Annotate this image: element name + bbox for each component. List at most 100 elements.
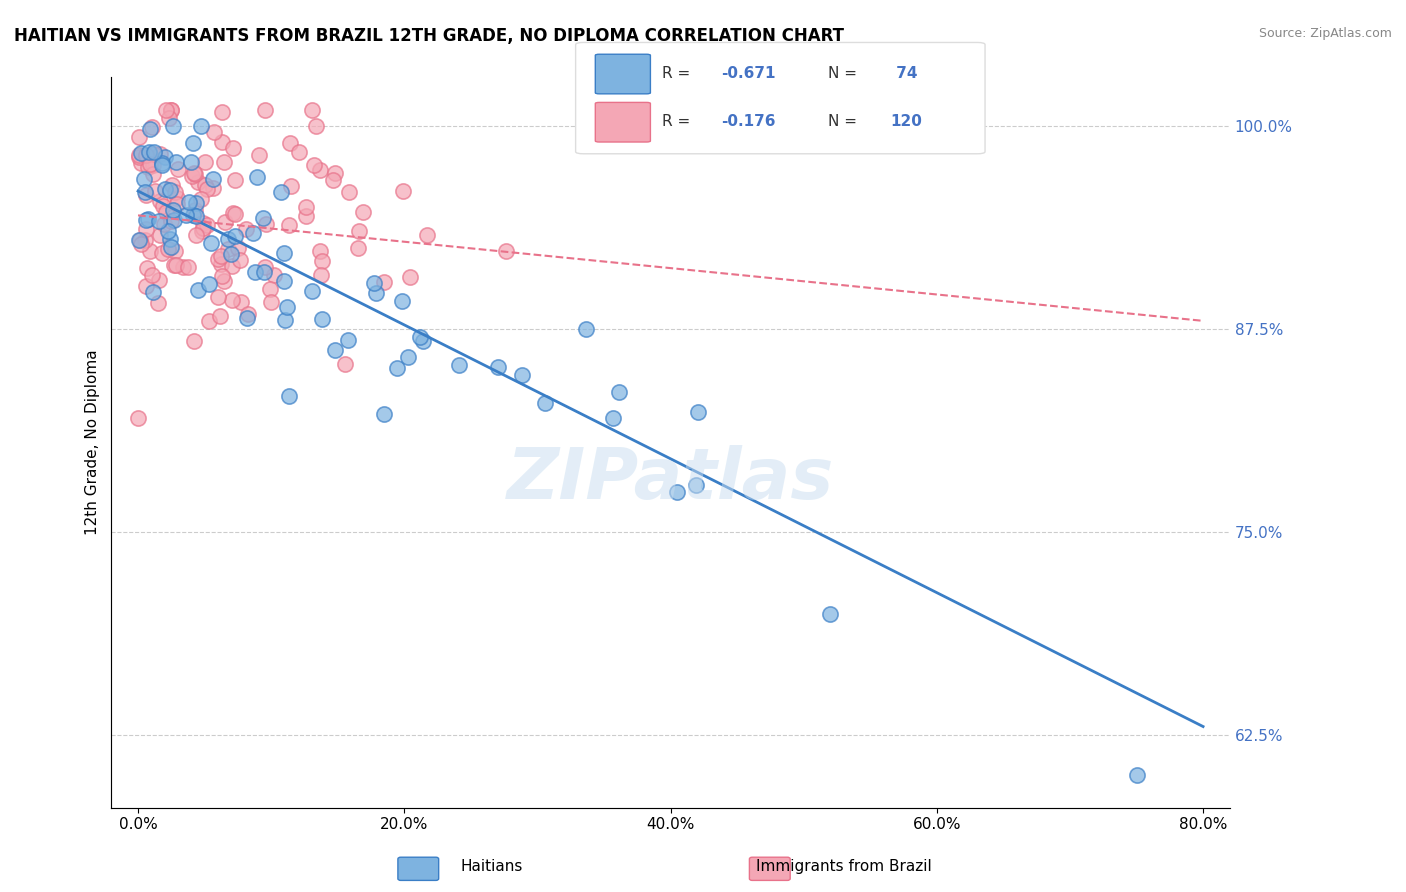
Point <box>534 396 557 410</box>
Point <box>165 154 187 169</box>
Point <box>602 411 624 425</box>
Point <box>274 313 297 327</box>
Point <box>686 404 709 418</box>
Point <box>142 158 165 172</box>
Point <box>235 222 257 236</box>
Point <box>209 249 232 263</box>
Point <box>186 227 208 242</box>
Point <box>207 290 229 304</box>
Point <box>391 294 413 309</box>
Point <box>253 260 276 274</box>
Point <box>224 207 246 221</box>
Point <box>150 158 173 172</box>
Text: N =: N = <box>828 114 862 129</box>
Point <box>184 209 207 223</box>
Point <box>236 311 259 326</box>
Point <box>148 273 170 287</box>
Text: N =: N = <box>828 66 862 81</box>
Point <box>231 294 253 309</box>
Point <box>128 150 150 164</box>
Point <box>202 125 225 139</box>
Point <box>391 184 413 198</box>
Point <box>253 265 276 279</box>
Y-axis label: 12th Grade, No Diploma: 12th Grade, No Diploma <box>86 350 100 535</box>
Point <box>132 172 155 186</box>
Point <box>131 146 153 161</box>
Point <box>136 161 159 175</box>
Point <box>219 247 242 261</box>
Point <box>209 257 232 271</box>
Point <box>129 237 152 252</box>
Point <box>135 213 157 227</box>
Point <box>184 203 207 218</box>
Point <box>263 268 285 283</box>
Point <box>141 268 163 283</box>
Point <box>270 186 292 200</box>
Point <box>155 205 177 219</box>
Point <box>139 244 162 258</box>
Text: Source: ZipAtlas.com: Source: ZipAtlas.com <box>1258 27 1392 40</box>
Point <box>288 145 311 159</box>
Point <box>165 259 187 273</box>
Point <box>308 244 330 259</box>
Point <box>305 119 328 133</box>
Point <box>135 188 157 202</box>
Point <box>134 233 156 247</box>
Point <box>177 195 200 210</box>
Point <box>211 135 233 149</box>
Point <box>135 148 157 162</box>
Point <box>308 162 330 177</box>
Point <box>162 119 184 133</box>
Point <box>181 169 204 183</box>
Point <box>247 148 270 162</box>
Point <box>685 477 707 491</box>
Point <box>412 334 434 348</box>
Point <box>510 368 533 382</box>
Point <box>323 166 346 180</box>
Point <box>152 199 174 213</box>
Point <box>337 185 360 199</box>
Point <box>139 122 162 136</box>
Text: -0.671: -0.671 <box>721 66 776 81</box>
Point <box>229 253 252 268</box>
Point <box>311 312 333 326</box>
Text: ZIPatlas: ZIPatlas <box>508 444 834 514</box>
Point <box>187 284 209 298</box>
Point <box>217 232 239 246</box>
Point <box>495 244 517 258</box>
Point <box>135 222 157 236</box>
Point <box>163 244 186 258</box>
Point <box>177 260 200 274</box>
Point <box>190 224 212 238</box>
Point <box>160 103 183 117</box>
Point <box>139 157 162 171</box>
Point <box>276 300 298 314</box>
Point <box>217 242 239 256</box>
Point <box>236 307 259 321</box>
Point <box>415 228 437 243</box>
Point <box>162 213 184 227</box>
Point <box>346 241 368 255</box>
Point <box>322 172 344 186</box>
Point <box>207 252 229 267</box>
Point <box>222 140 245 154</box>
Point <box>575 321 598 335</box>
Point <box>167 162 190 177</box>
Point <box>246 169 269 184</box>
Point <box>166 197 188 211</box>
Point <box>166 191 188 205</box>
Point <box>273 274 295 288</box>
Point <box>128 233 150 247</box>
Point <box>127 410 149 425</box>
Point <box>209 309 232 323</box>
Point <box>172 260 194 274</box>
FancyBboxPatch shape <box>595 54 651 94</box>
Point <box>180 155 202 169</box>
Point <box>1125 768 1147 782</box>
Point <box>260 295 283 310</box>
Point <box>183 334 205 348</box>
Point <box>347 224 370 238</box>
Point <box>190 192 212 206</box>
Point <box>162 258 184 272</box>
Point <box>197 277 219 291</box>
